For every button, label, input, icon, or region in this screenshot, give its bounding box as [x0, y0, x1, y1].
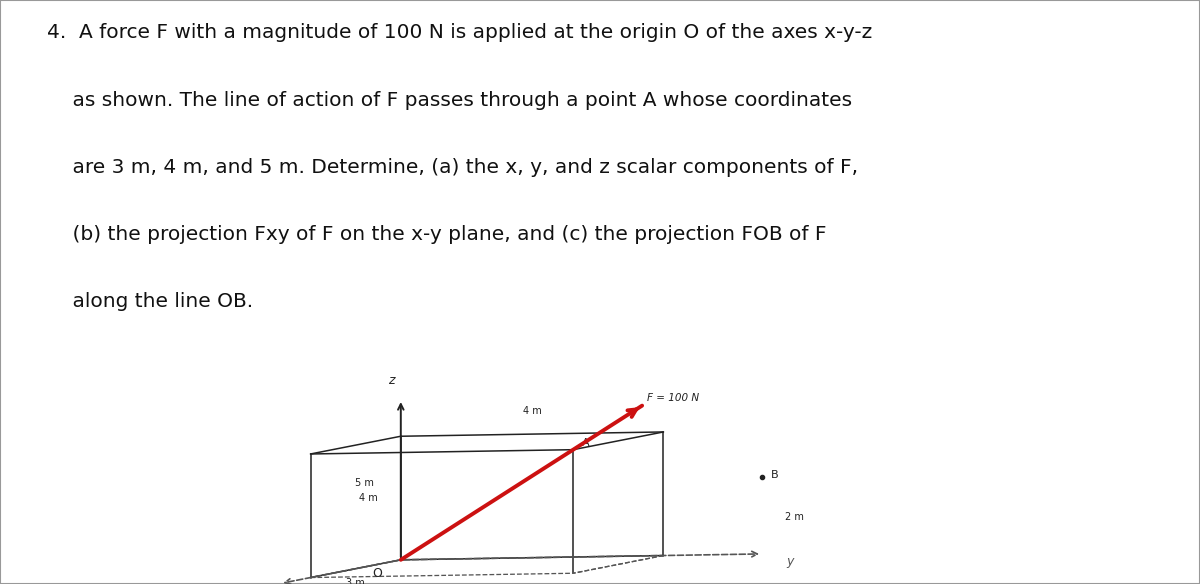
- Text: F = 100 N: F = 100 N: [647, 393, 698, 403]
- Text: 3 m: 3 m: [347, 578, 365, 584]
- Text: 5 m: 5 m: [354, 478, 373, 488]
- Text: 4 m: 4 m: [523, 406, 541, 416]
- Text: 4.  A force F with a magnitude of 100 N is applied at the origin O of the axes x: 4. A force F with a magnitude of 100 N i…: [47, 23, 872, 43]
- Text: as shown. The line of action of F passes through a point A whose coordinates: as shown. The line of action of F passes…: [47, 91, 852, 110]
- Text: y: y: [786, 555, 793, 568]
- Text: along the line OB.: along the line OB.: [47, 292, 253, 311]
- Text: z: z: [389, 374, 395, 387]
- Text: 2 m: 2 m: [785, 512, 804, 522]
- Text: 4 m: 4 m: [359, 493, 378, 503]
- Text: A: A: [582, 439, 590, 449]
- Text: B: B: [772, 470, 779, 480]
- Text: are 3 m, 4 m, and 5 m. Determine, (a) the x, y, and z scalar components of F,: are 3 m, 4 m, and 5 m. Determine, (a) th…: [47, 158, 858, 177]
- Text: (b) the projection Fxy of F on the x-y plane, and (c) the projection FOB of F: (b) the projection Fxy of F on the x-y p…: [47, 225, 827, 244]
- Text: O: O: [373, 566, 383, 579]
